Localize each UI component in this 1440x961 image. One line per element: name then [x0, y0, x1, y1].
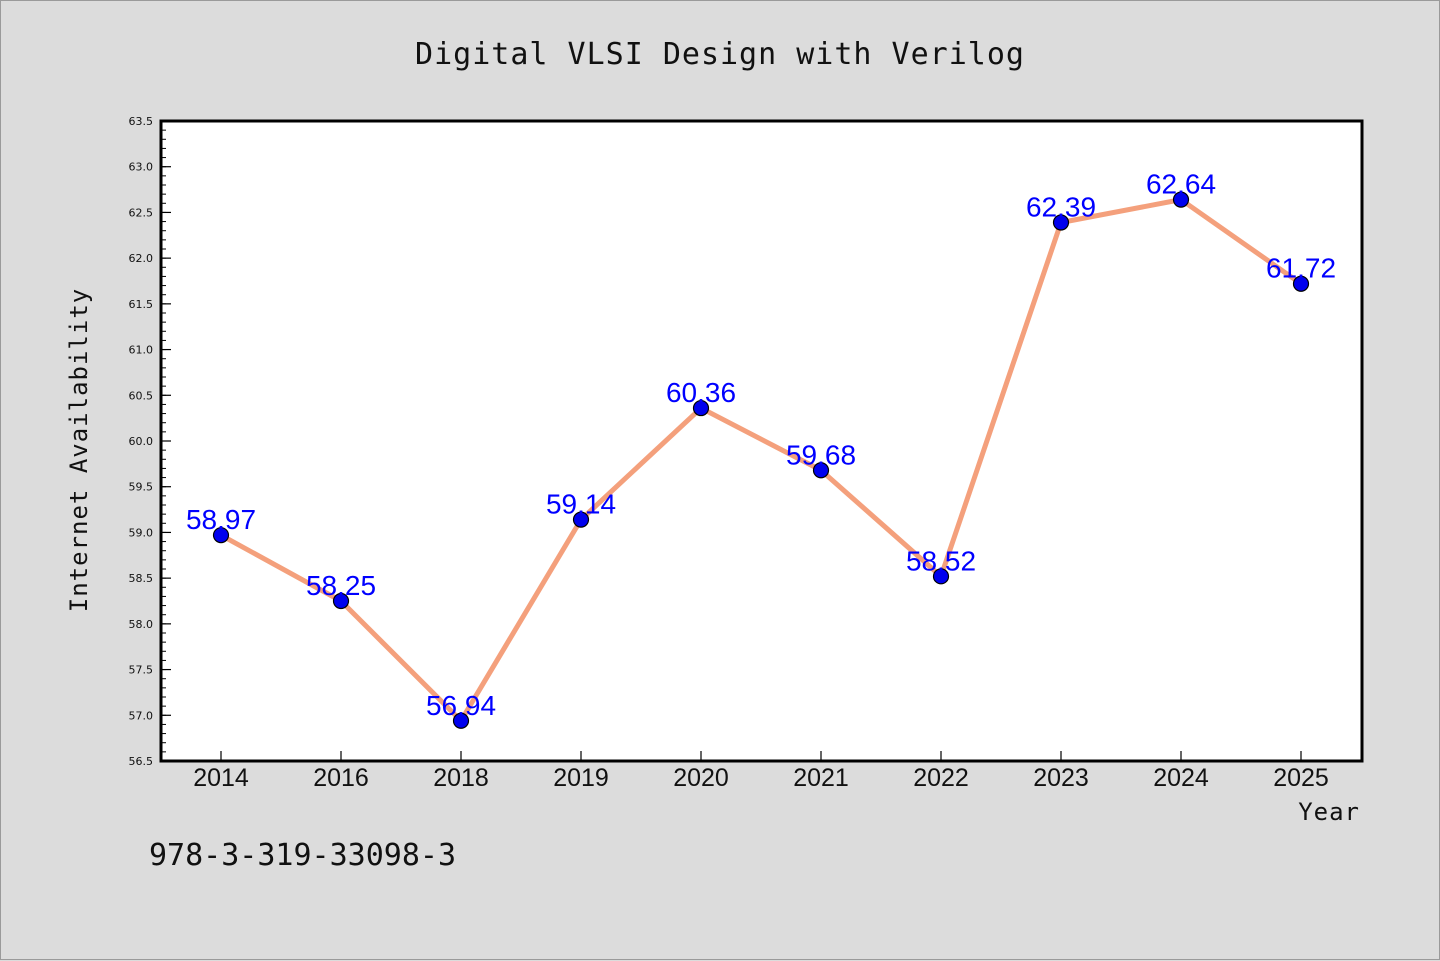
y-tick-label: 60.5 [129, 389, 154, 402]
y-tick-label: 57.5 [129, 664, 154, 677]
data-point-2016 [332, 592, 350, 610]
data-label: 58.52 [906, 545, 976, 576]
footer-isbn: 978-3-319-33098-3 [149, 838, 456, 873]
series-line [219, 197, 1303, 724]
data-label: 62.39 [1026, 191, 1096, 222]
x-tick-label: 2025 [1273, 764, 1329, 792]
y-tick-label: 62.0 [129, 252, 154, 265]
y-tick-label: 63.5 [129, 115, 154, 128]
data-label: 61.72 [1266, 253, 1336, 284]
y-tick-label: 63.0 [129, 161, 154, 174]
data-point-2021 [812, 462, 830, 479]
x-tick-label: 2019 [553, 764, 609, 792]
chart-title: Digital VLSI Design with Verilog [415, 37, 1025, 72]
data-label: 58.97 [186, 504, 256, 535]
y-tick-label: 57.0 [129, 709, 154, 722]
x-tick-label: 2020 [673, 764, 729, 792]
y-tick-label: 62.5 [129, 206, 154, 219]
y-tick-label: 61.0 [129, 344, 154, 357]
data-point-2023 [1052, 214, 1070, 231]
y-tick-label: 56.5 [129, 755, 154, 768]
data-label: 60.36 [666, 377, 736, 408]
data-label: 58.25 [306, 570, 376, 601]
data-label: 59.14 [546, 489, 616, 520]
x-tick-label: 2016 [313, 764, 369, 792]
data-point-2025 [1292, 275, 1310, 292]
y-tick-label: 59.0 [129, 526, 154, 539]
y-tick-label: 61.5 [129, 298, 154, 311]
x-axis-ticks: 2014 2016 2018 2019 2020 2021 2022 2023 2024 2025 [193, 751, 1329, 792]
y-axis-label: Internet Availability [65, 288, 93, 612]
data-point-2022 [932, 568, 950, 585]
y-tick-label: 58.0 [129, 618, 154, 631]
y-tick-label: 60.0 [129, 435, 154, 448]
data-point-2020 [692, 399, 710, 417]
series-layer [212, 191, 1310, 729]
data-point-2024 [1172, 191, 1190, 208]
x-tick-label: 2021 [793, 764, 849, 792]
data-labels-layer: 58.97 58.25 56.94 59.14 60.36 59.68 58.52 62.39… [186, 169, 1336, 721]
data-label: 62.64 [1146, 169, 1216, 200]
data-point-2018 [452, 712, 470, 729]
y-tick-label: 59.5 [129, 481, 154, 494]
data-label: 56.94 [426, 690, 496, 721]
data-point-2019 [572, 511, 590, 528]
x-tick-label: 2023 [1033, 764, 1089, 792]
x-tick-label: 2022 [913, 764, 969, 792]
y-tick-label: 58.5 [129, 572, 154, 585]
y-axis-ticks: 56.5 57.0 57.5 58.0 58.5 59.0 59.5 60.0 60.5 61.0… [129, 115, 171, 768]
x-tick-label: 2014 [193, 764, 249, 792]
data-label: 59.68 [786, 439, 856, 470]
x-tick-label: 2024 [1153, 764, 1209, 792]
x-axis-label: Year [1298, 798, 1360, 826]
data-point-2014 [212, 527, 230, 544]
x-tick-label: 2018 [433, 764, 489, 792]
